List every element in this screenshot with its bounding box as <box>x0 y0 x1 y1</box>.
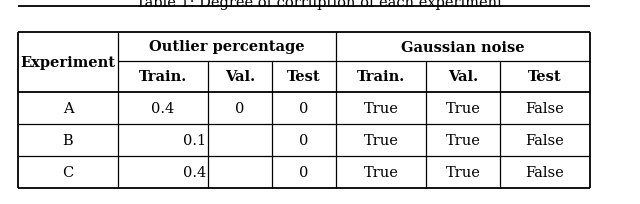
Text: Experiment: Experiment <box>20 56 115 70</box>
Text: True: True <box>364 165 399 179</box>
Text: 0.4: 0.4 <box>184 165 207 179</box>
Text: True: True <box>445 165 481 179</box>
Text: False: False <box>525 102 564 115</box>
Text: Val.: Val. <box>225 70 255 84</box>
Text: Outlier percentage: Outlier percentage <box>149 40 305 54</box>
Text: True: True <box>364 102 399 115</box>
Text: C: C <box>62 165 74 179</box>
Text: B: B <box>63 133 74 147</box>
Text: 0: 0 <box>236 102 244 115</box>
Text: Test: Test <box>528 70 562 84</box>
Text: 0: 0 <box>300 165 308 179</box>
Text: False: False <box>525 165 564 179</box>
Text: 0: 0 <box>300 133 308 147</box>
Text: Train.: Train. <box>357 70 405 84</box>
Text: True: True <box>364 133 399 147</box>
Text: 0.4: 0.4 <box>152 102 175 115</box>
Text: Train.: Train. <box>139 70 187 84</box>
Text: Val.: Val. <box>448 70 478 84</box>
Text: False: False <box>525 133 564 147</box>
Text: 0.1: 0.1 <box>184 133 207 147</box>
Text: 0: 0 <box>300 102 308 115</box>
Text: True: True <box>445 102 481 115</box>
Text: Gaussian noise: Gaussian noise <box>401 40 525 54</box>
Text: Table 1: Degree of corruption of each experiment: Table 1: Degree of corruption of each ex… <box>136 0 504 10</box>
Text: Test: Test <box>287 70 321 84</box>
Text: A: A <box>63 102 74 115</box>
Text: True: True <box>445 133 481 147</box>
